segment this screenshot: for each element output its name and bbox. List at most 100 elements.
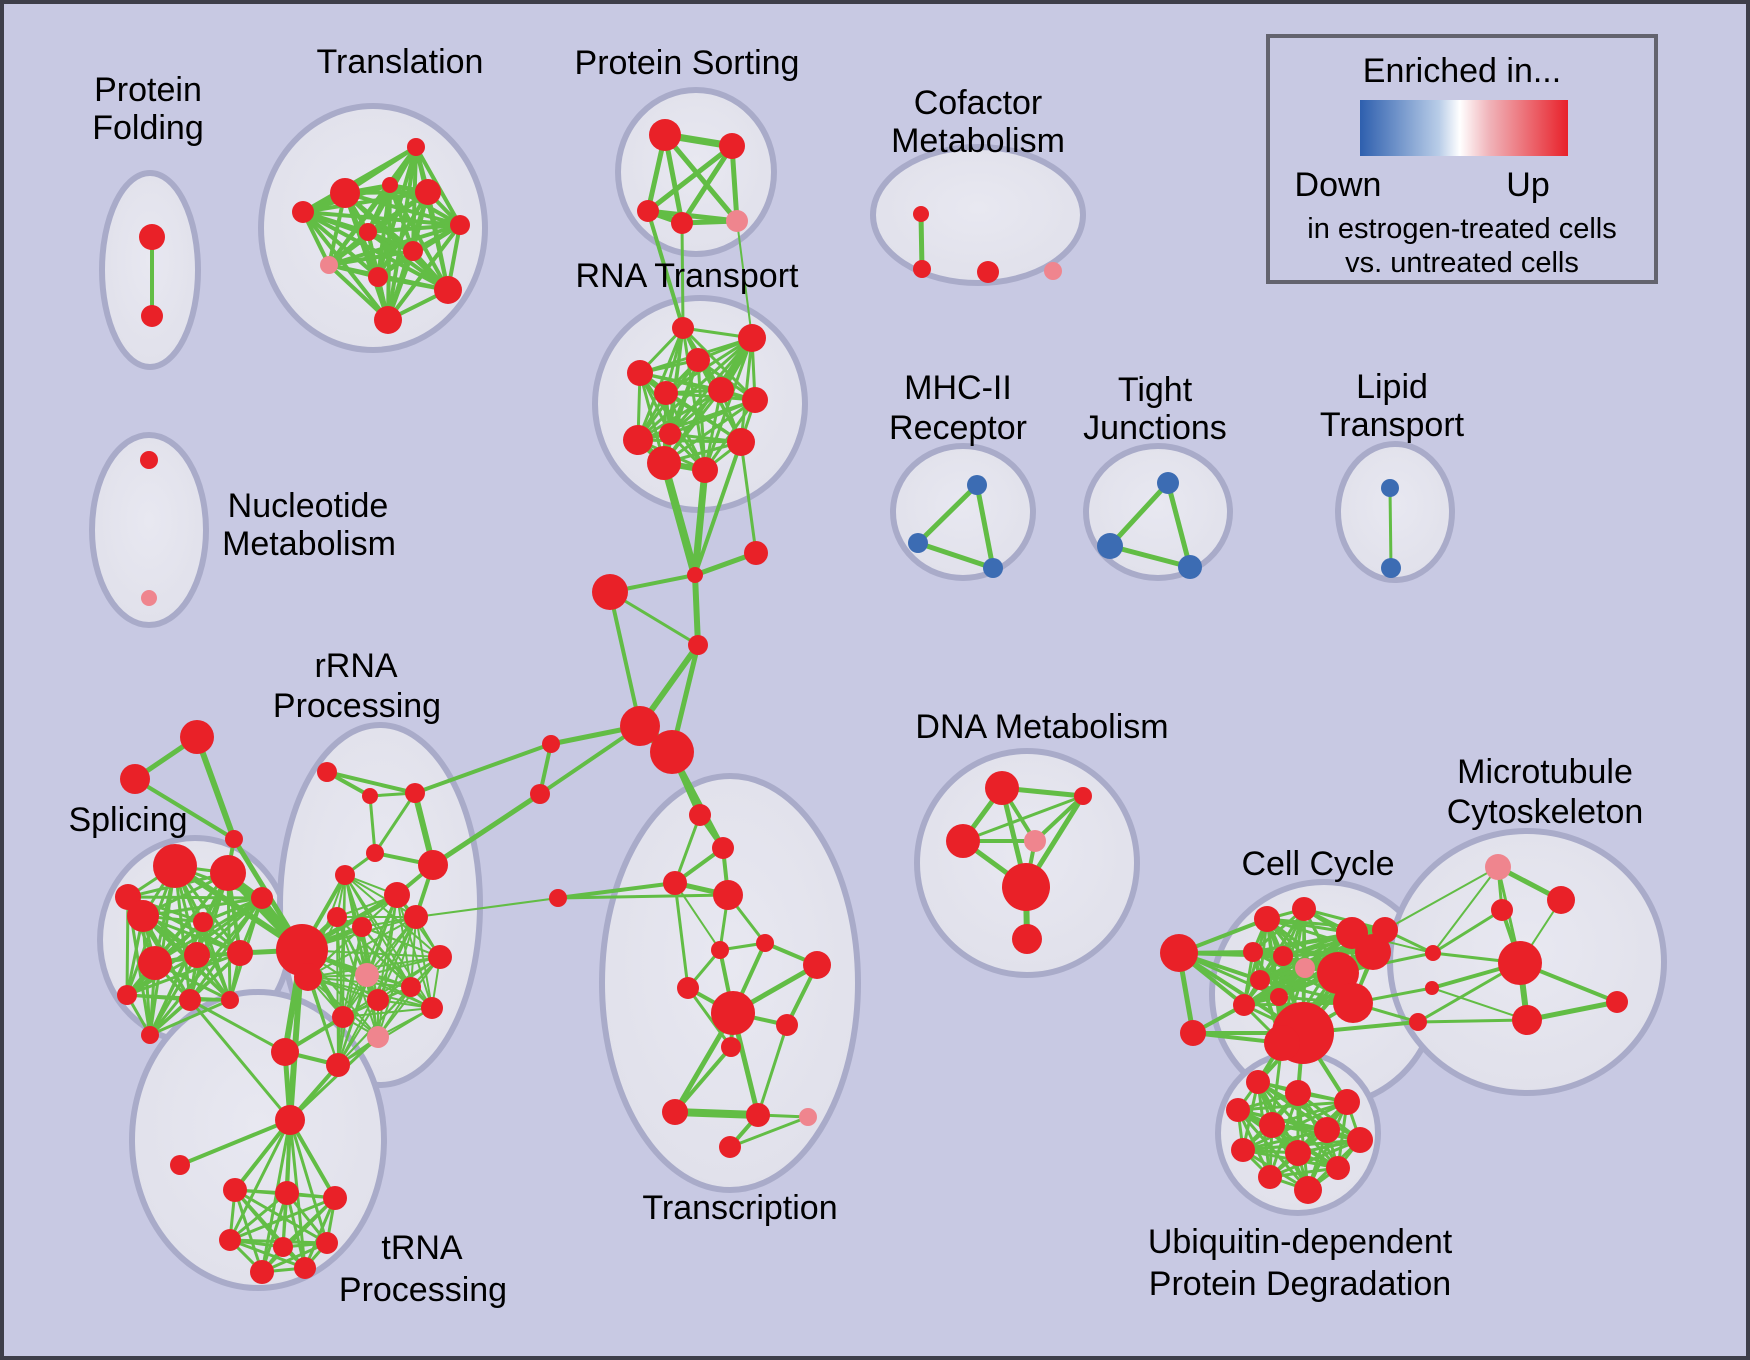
- network-node-nm1: [140, 451, 158, 469]
- network-node-C: [225, 830, 243, 848]
- network-node-M1: [335, 865, 355, 885]
- network-node-P2: [367, 1026, 389, 1048]
- network-edge: [556, 893, 730, 900]
- network-node-tc6: [776, 1014, 798, 1036]
- network-node-M5: [404, 905, 428, 929]
- network-node-R8: [294, 1257, 316, 1279]
- network-edge: [662, 398, 757, 465]
- network-node-S10: [221, 991, 239, 1009]
- cluster-ellipse-lipid-transport: [1335, 441, 1455, 583]
- network-edge: [660, 459, 699, 579]
- network-node-M3: [251, 887, 273, 909]
- network-node-u6: [1314, 1117, 1340, 1143]
- network-edge: [681, 326, 707, 472]
- network-edge: [686, 986, 733, 1049]
- network-node-tr11: [434, 276, 462, 304]
- network-edge: [703, 336, 754, 472]
- network-node-M13: [326, 1053, 350, 1077]
- cluster-label-ubiquitin-degradation-1: Protein Degradation: [1149, 1265, 1451, 1303]
- cluster-label-tight-junctions-0: Tight: [1118, 371, 1193, 409]
- network-edge: [188, 998, 292, 1122]
- network-node-u9: [1285, 1140, 1311, 1166]
- network-node-mt4: [1498, 941, 1542, 985]
- network-edge: [413, 742, 553, 795]
- network-node-dn2: [1074, 787, 1092, 805]
- cluster-label-rrna-processing-0: rRNA: [314, 647, 397, 685]
- legend-box: [1266, 34, 1658, 284]
- network-node-pf1: [139, 224, 165, 250]
- network-edge: [361, 926, 441, 958]
- cluster-label-protein-sorting-0: Protein Sorting: [575, 44, 800, 82]
- cluster-ellipse-cofactor-metabolism: [870, 144, 1086, 286]
- network-node-cc14: [1333, 983, 1373, 1023]
- network-edge: [1432, 866, 1499, 954]
- network-node-tr7: [359, 223, 377, 241]
- network-edge: [662, 132, 740, 224]
- cluster-label-trna-processing-0: tRNA: [381, 1229, 463, 1267]
- network-edge: [1431, 987, 1528, 1021]
- cluster-label-cell-cycle-0: Cell Cycle: [1241, 845, 1394, 883]
- network-node-M14: [227, 940, 253, 966]
- network-edge: [671, 1108, 762, 1119]
- network-node-tr4: [382, 177, 398, 193]
- network-node-S1: [153, 844, 197, 888]
- network-node-u3: [1334, 1089, 1360, 1115]
- network-node-tr8: [403, 241, 423, 261]
- network-node-mt1: [1485, 854, 1511, 880]
- network-node-cc13: [1233, 994, 1255, 1016]
- network-node-M4: [327, 907, 347, 927]
- network-node-tj1: [1157, 472, 1179, 494]
- network-edge: [1524, 999, 1620, 1023]
- network-node-rt9: [659, 423, 681, 445]
- network-edge: [1236, 1108, 1310, 1192]
- network-node-M12: [271, 1038, 299, 1066]
- cluster-label-mhc-ii-receptor-1: Receptor: [889, 409, 1027, 447]
- network-node-mt6: [1606, 991, 1628, 1013]
- network-edge: [430, 791, 543, 868]
- network-node-dn6: [1012, 924, 1042, 954]
- network-edge: [739, 336, 754, 444]
- network-edge: [194, 734, 237, 842]
- network-node-cc10: [1317, 952, 1359, 994]
- cluster-label-lipid-transport-0: Lipid: [1356, 368, 1428, 406]
- network-edge: [228, 1191, 289, 1242]
- network-node-HUB2: [294, 963, 322, 991]
- network-node-ps2: [719, 133, 745, 159]
- network-edge: [415, 916, 433, 1009]
- cluster-label-mhc-ii-receptor-0: MHC-II: [904, 369, 1012, 407]
- network-node-u1: [1246, 1070, 1270, 1094]
- network-node-cf2: [913, 260, 931, 278]
- cluster-label-protein-folding-0: Protein: [94, 71, 202, 109]
- network-edge: [342, 1007, 433, 1018]
- network-node-R3: [323, 1186, 347, 1210]
- network-node-tc8: [662, 1099, 688, 1125]
- network-node-H: [418, 850, 448, 880]
- network-edge: [680, 221, 685, 330]
- network-node-M6: [352, 917, 372, 937]
- network-edge: [1416, 1018, 1529, 1024]
- network-node-rt10: [727, 428, 755, 456]
- network-edge: [228, 1118, 292, 1242]
- network-edge: [342, 894, 398, 1018]
- network-node-R2: [275, 1181, 299, 1205]
- network-node-tj2: [1097, 533, 1123, 559]
- network-node-mt3: [1491, 899, 1513, 921]
- network-node-mt2: [1547, 886, 1575, 914]
- legend-gradient-bar: [1360, 100, 1568, 156]
- network-node-cc3: [1254, 906, 1280, 932]
- network-edge: [1241, 1128, 1329, 1152]
- cluster-label-splicing-0: Splicing: [68, 801, 187, 839]
- network-node-pf2: [141, 305, 163, 327]
- network-node-c3: [592, 574, 628, 610]
- network-node-cf3: [977, 261, 999, 283]
- network-node-r: [650, 730, 694, 774]
- network-node-S7: [184, 942, 210, 968]
- network-node-E: [362, 788, 378, 804]
- network-edge: [636, 388, 723, 442]
- network-edge: [366, 956, 441, 976]
- network-node-tr9: [320, 256, 338, 274]
- network-node-ps5: [726, 210, 748, 232]
- network-edge: [645, 143, 735, 214]
